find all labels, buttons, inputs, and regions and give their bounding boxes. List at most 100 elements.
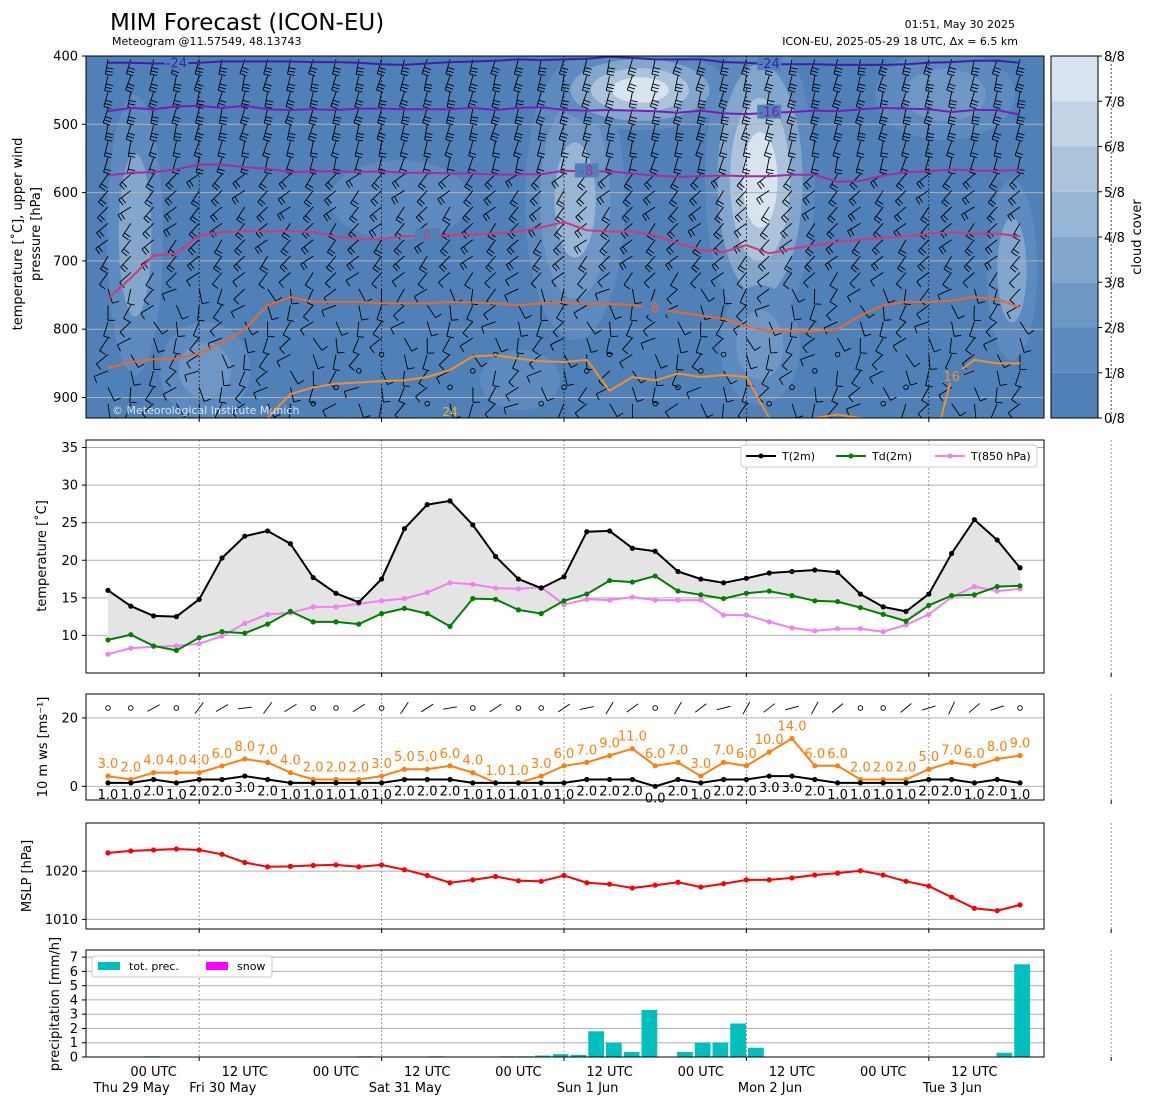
td2m-point — [401, 605, 407, 611]
wind-barb-feather — [395, 263, 401, 270]
wind-barb-feather — [812, 99, 820, 103]
wind-barb-feather — [805, 251, 812, 257]
wind-barb-feather — [150, 70, 158, 73]
speed-value-label: 1.0 — [326, 788, 347, 803]
wind-barb-staff — [695, 75, 702, 91]
wind-barb-feather — [288, 132, 296, 136]
wind-barb-feather — [765, 122, 773, 126]
speed-value-label: 2.0 — [417, 784, 438, 799]
wind-barb-staff — [697, 157, 702, 173]
wind-barb-staff — [399, 141, 405, 156]
wind-barb-feather — [105, 73, 113, 76]
wind-barb-staff — [310, 75, 314, 91]
wind-barb-staff — [165, 173, 177, 186]
wind-barb-feather — [849, 184, 856, 191]
wind-barb-staff — [765, 157, 770, 173]
wind-barb-feather — [914, 326, 918, 334]
wind-barb-feather — [446, 135, 454, 139]
speed-value-label: 2.0 — [736, 784, 757, 799]
wind-barb-feather — [311, 83, 319, 86]
wind-barb-feather — [128, 103, 136, 106]
wind-barb-staff — [445, 108, 451, 124]
wind-barb-feather — [122, 264, 129, 270]
wind-barb-feather — [326, 267, 333, 273]
wind-barb-feather — [149, 384, 157, 388]
calm-marker — [378, 351, 385, 358]
wind-barb-feather — [857, 139, 865, 142]
wind-barb-feather — [401, 70, 409, 73]
mslp-point — [151, 847, 157, 853]
speed-value-label: 2.0 — [394, 784, 415, 799]
wind-barb-staff — [149, 370, 155, 386]
wind-barb-feather — [873, 263, 879, 270]
wind-barb-feather — [577, 283, 584, 290]
wind-barb-staff — [718, 92, 725, 107]
wind-barb-feather — [254, 247, 260, 255]
y-tick-label: 30 — [61, 479, 78, 494]
wind-barb-feather — [990, 183, 998, 189]
wind-barb-feather — [802, 199, 808, 206]
wind-barb-feather — [128, 116, 136, 119]
wind-barb-feather — [99, 214, 105, 221]
wind-barb-feather — [493, 99, 501, 103]
wind-barb-feather — [989, 317, 996, 323]
wind-barb-feather — [264, 122, 272, 126]
wind-barb-staff — [171, 108, 177, 123]
wind-barb-feather — [286, 119, 294, 123]
wind-barb-feather — [393, 196, 399, 203]
wind-barb-feather — [576, 245, 581, 253]
wind-barb-staff — [620, 239, 633, 249]
wind-barb-staff — [848, 386, 861, 397]
wind-barb-feather — [880, 83, 888, 87]
wind-barb-feather — [149, 139, 157, 142]
wind-barb-feather — [98, 246, 103, 253]
wind-barb-staff — [621, 206, 633, 219]
wind-barb-feather — [281, 181, 287, 188]
wind-barb-staff — [125, 75, 132, 91]
wind-barb-staff — [460, 239, 474, 250]
wind-barb-staff — [667, 223, 679, 235]
wind-barb-feather — [481, 362, 488, 368]
wind-barb-feather — [989, 284, 996, 290]
wind-barb-feather — [288, 83, 296, 87]
wind-barb-feather — [510, 215, 517, 221]
gust-point — [994, 756, 1000, 762]
wind-barb-feather — [583, 73, 591, 77]
wind-barb-staff — [437, 190, 451, 200]
wind-barb-feather — [719, 89, 727, 93]
wind-barb-staff — [923, 108, 930, 123]
wind-speed-point — [994, 776, 1000, 783]
wind-barb-feather — [393, 315, 399, 321]
wind-barb-feather — [597, 281, 603, 288]
wind-barb-feather — [447, 67, 455, 70]
speed-value-label: 2.0 — [440, 784, 461, 799]
wind-barb-feather — [665, 264, 671, 271]
wind-barb-feather — [871, 249, 878, 256]
wind-barb-feather — [744, 99, 752, 103]
wind-barb-staff — [214, 403, 223, 418]
wind-barb-feather — [400, 168, 408, 172]
wind-barb-feather — [1007, 412, 1013, 418]
wind-barb-staff — [303, 305, 314, 317]
wind-barb-feather — [719, 155, 727, 159]
mslp-point — [926, 883, 932, 889]
wind-barb-feather — [675, 136, 683, 139]
y-tick-label: 5 — [70, 979, 78, 994]
wind-barb-staff — [924, 141, 930, 157]
wind-barb-feather — [629, 132, 637, 136]
wind-barb-feather — [127, 119, 135, 123]
wind-barb-feather — [151, 67, 159, 70]
wind-barb-feather — [265, 67, 273, 70]
wind-barb-feather — [423, 155, 431, 159]
mslp-point — [401, 867, 407, 873]
wind-barb-staff — [723, 288, 726, 304]
wind-barb-feather — [425, 132, 433, 135]
wind-barb-feather — [761, 232, 769, 238]
wind-barb-feather — [963, 212, 969, 220]
wind-barb-feather — [622, 201, 629, 207]
calm-marker — [584, 368, 590, 374]
wind-barb-feather — [583, 122, 591, 126]
td2m-point — [128, 632, 134, 638]
wind-barb-feather — [124, 232, 131, 238]
wind-barb-staff — [970, 124, 975, 140]
